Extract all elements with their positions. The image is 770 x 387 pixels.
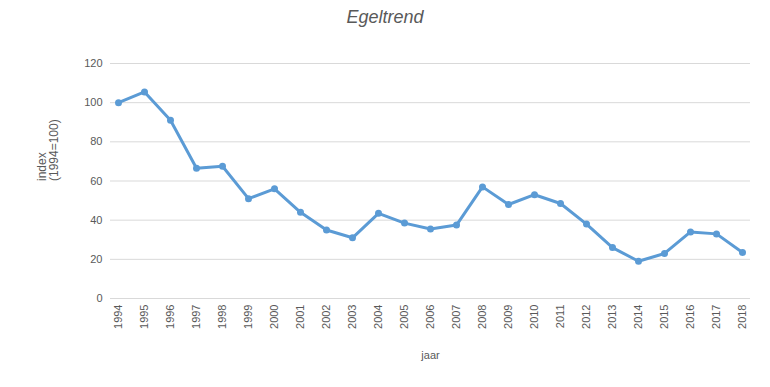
svg-text:2014: 2014 xyxy=(632,305,644,329)
svg-text:2005: 2005 xyxy=(398,305,410,329)
svg-text:2008: 2008 xyxy=(476,305,488,329)
svg-text:1995: 1995 xyxy=(138,305,150,329)
svg-text:index(1994=100): index(1994=100) xyxy=(35,119,61,181)
svg-text:jaar: jaar xyxy=(420,349,440,361)
svg-text:2007: 2007 xyxy=(450,305,462,329)
svg-text:40: 40 xyxy=(90,214,102,226)
svg-text:2006: 2006 xyxy=(424,305,436,329)
svg-text:2002: 2002 xyxy=(320,305,332,329)
svg-text:2016: 2016 xyxy=(684,305,696,329)
svg-text:1997: 1997 xyxy=(190,305,202,329)
svg-text:2017: 2017 xyxy=(710,305,722,329)
svg-text:2004: 2004 xyxy=(372,305,384,329)
svg-text:2018: 2018 xyxy=(736,305,748,329)
svg-text:2001: 2001 xyxy=(294,305,306,329)
svg-text:1996: 1996 xyxy=(164,305,176,329)
svg-text:2012: 2012 xyxy=(580,305,592,329)
svg-text:2013: 2013 xyxy=(606,305,618,329)
html-text:Egeltrend: Egeltrend xyxy=(346,7,424,27)
svg-text:100: 100 xyxy=(84,96,102,108)
svg-text:0: 0 xyxy=(96,292,102,304)
svg-text:20: 20 xyxy=(90,253,102,265)
svg-text:80: 80 xyxy=(90,135,102,147)
svg-text:120: 120 xyxy=(84,57,102,69)
svg-text:60: 60 xyxy=(90,175,102,187)
svg-text:2010: 2010 xyxy=(528,305,540,329)
svg-text:1999: 1999 xyxy=(242,305,254,329)
svg-text:2011: 2011 xyxy=(554,305,566,329)
svg-text:2009: 2009 xyxy=(502,305,514,329)
svg-text:1994: 1994 xyxy=(112,305,124,329)
svg-text:1998: 1998 xyxy=(216,305,228,329)
svg-text:2000: 2000 xyxy=(268,305,280,329)
svg-text:2015: 2015 xyxy=(658,305,670,329)
svg-text:2003: 2003 xyxy=(346,305,358,329)
